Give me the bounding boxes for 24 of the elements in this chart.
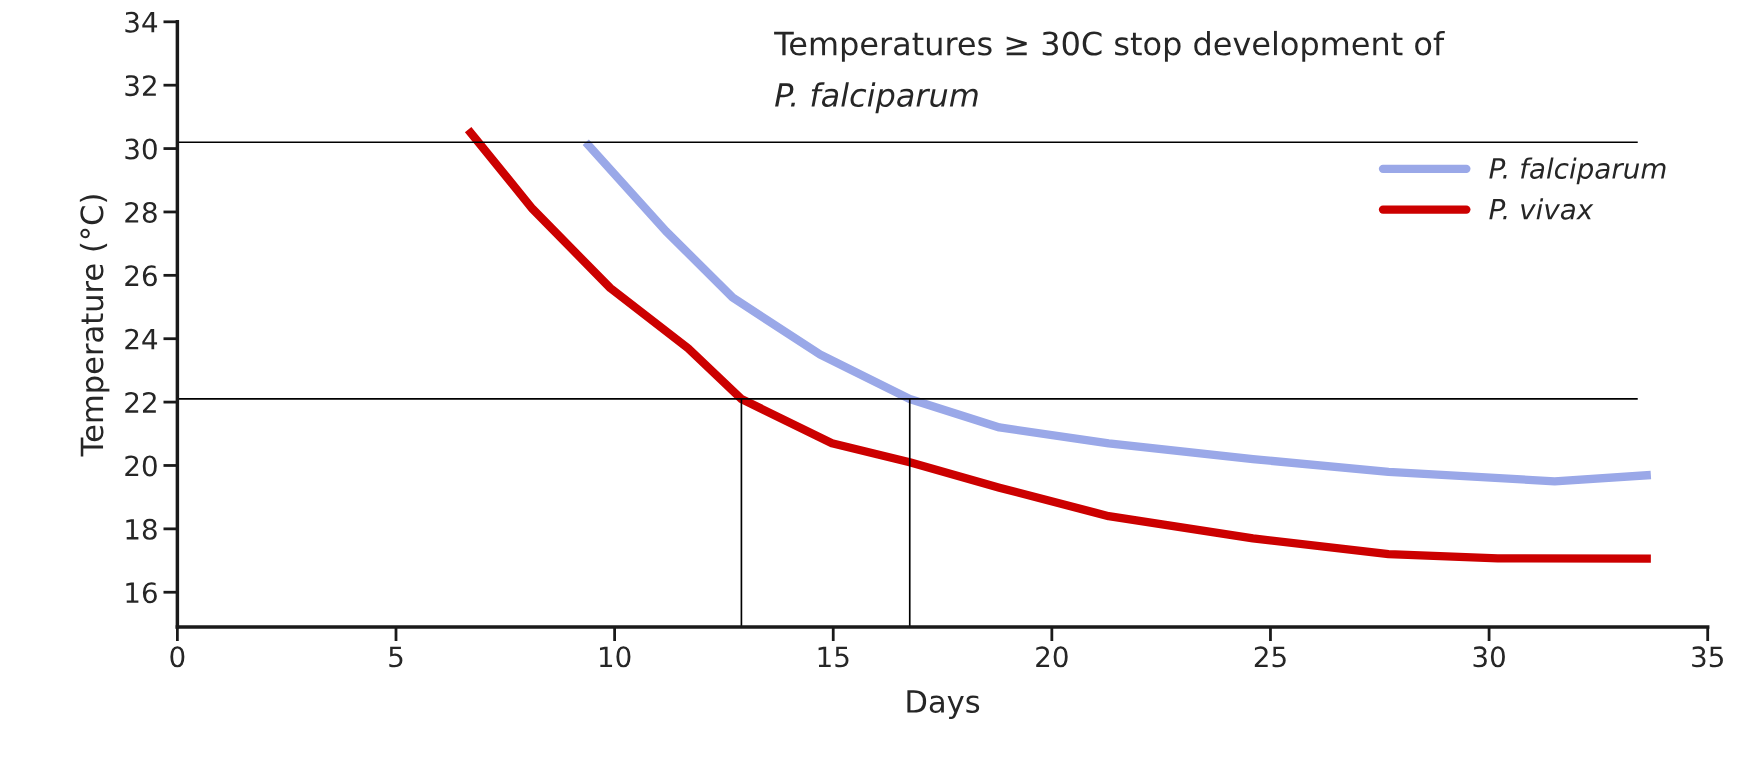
x-tick-label: 35: [1692, 646, 1723, 668]
y-tick-label: 18: [126, 518, 157, 540]
legend-label: P. vivax: [1489, 198, 1594, 220]
y-tick-label: 24: [125, 328, 158, 350]
x-tick-label: 25: [1254, 646, 1286, 668]
y-tick-label: 34: [125, 11, 158, 33]
x-tick-label: 15: [818, 646, 849, 668]
annotation: P. falciparum: [775, 82, 978, 114]
y-tick-label: 16: [126, 582, 157, 604]
y-tick-label: 20: [125, 455, 157, 477]
y-tick-label: 28: [125, 201, 157, 223]
annotation: Temperatures ≥ 30C stop development of: [774, 30, 1445, 62]
x-axis-title: Days: [907, 690, 980, 719]
y-axis-title: Temperature (°C): [79, 195, 110, 457]
x-tick-label: 10: [599, 646, 631, 668]
y-tick-label: 30: [125, 138, 157, 160]
y-tick-label: 32: [125, 75, 156, 97]
legend-label: P. falciparum: [1489, 157, 1666, 185]
x-tick-label: 0: [170, 646, 185, 668]
x-tick-label: 20: [1036, 646, 1068, 668]
y-tick-label: 22: [125, 392, 156, 413]
x-tick-label: 5: [389, 646, 403, 668]
y-tick-label: 26: [125, 265, 157, 287]
x-tick-label: 30: [1473, 646, 1505, 668]
